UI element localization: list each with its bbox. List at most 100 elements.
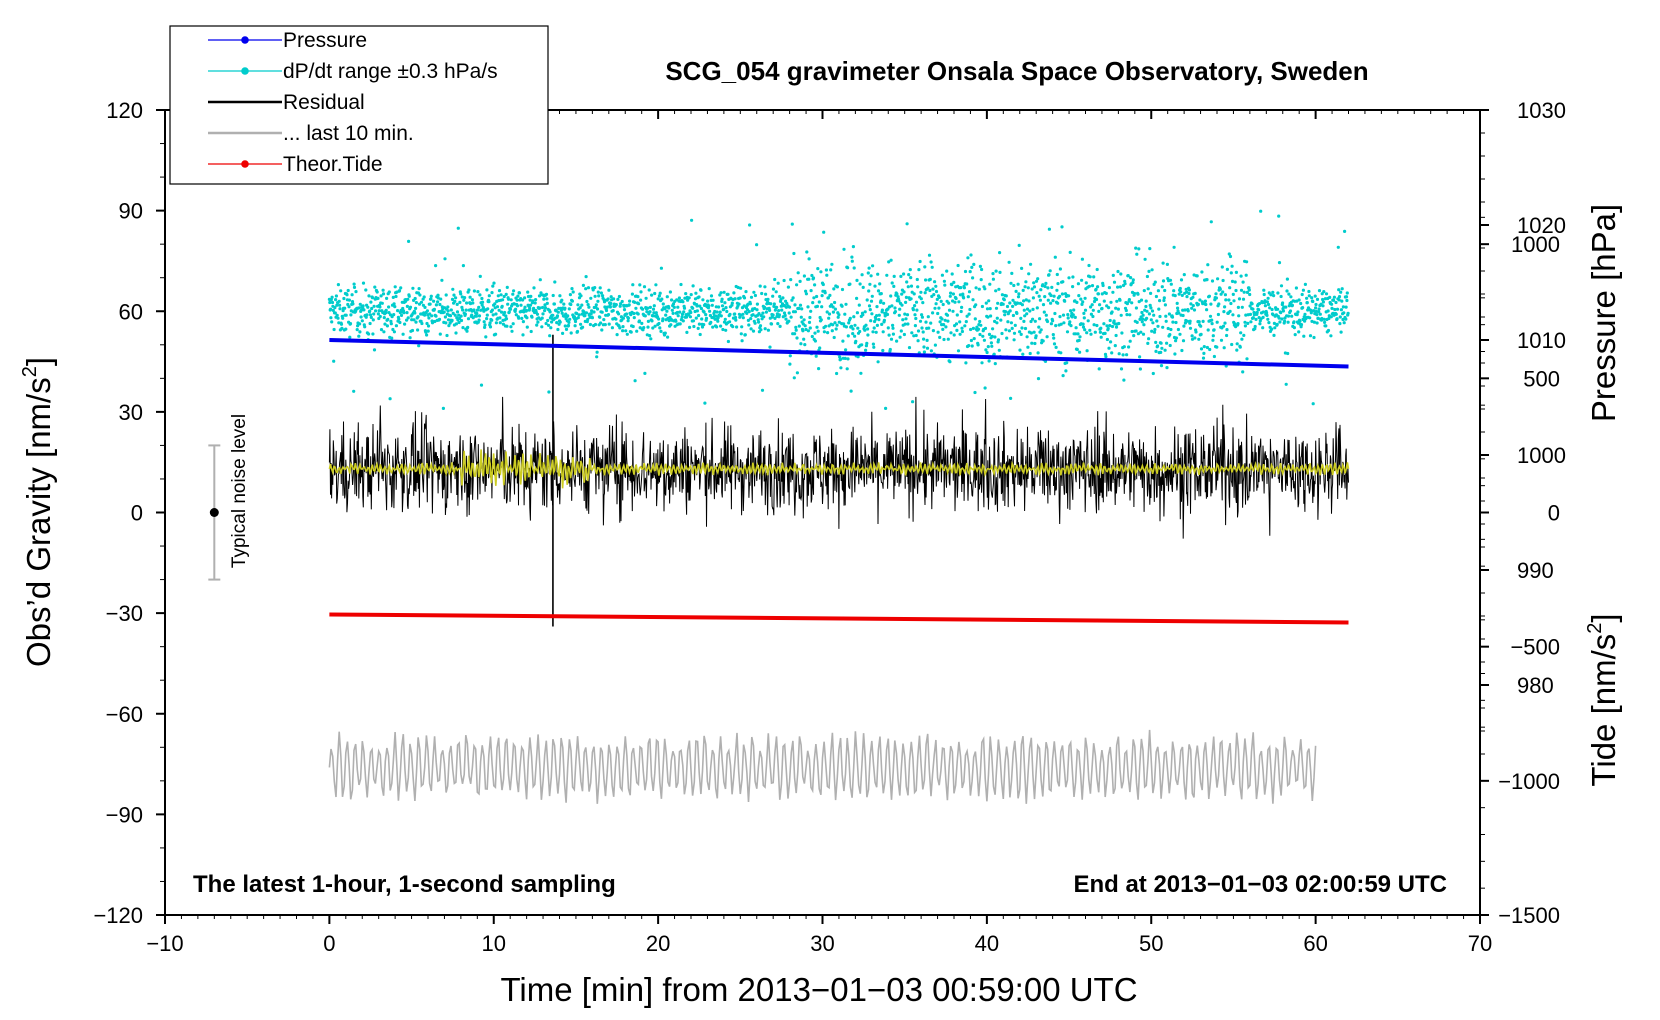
dpdt-point — [684, 292, 688, 296]
dpdt-point — [958, 293, 963, 297]
dpdt-point — [948, 360, 952, 364]
dpdt-point — [432, 307, 436, 311]
dpdt-point — [706, 299, 710, 303]
dpdt-point — [1286, 351, 1290, 356]
dpdt-point — [910, 331, 914, 335]
dpdt-point — [1326, 309, 1330, 313]
dpdt-point — [749, 317, 753, 321]
dpdt-point — [1143, 257, 1147, 261]
dpdt-point — [651, 314, 655, 318]
dpdt-point — [937, 295, 941, 299]
last-10-min-line — [328, 729, 1317, 804]
dpdt-point — [1025, 312, 1029, 316]
dpdt-point — [844, 348, 848, 352]
dpdt-point — [1337, 288, 1341, 292]
dpdt-point — [369, 300, 373, 304]
dpdt-point — [1248, 292, 1252, 297]
dpdt-point — [920, 326, 924, 330]
dpdt-point — [397, 289, 402, 293]
dpdt-point — [933, 280, 937, 284]
dpdt-point — [434, 314, 438, 318]
dpdt-point — [793, 332, 797, 336]
dpdt-point — [758, 284, 762, 288]
dpdt-point — [972, 337, 976, 341]
dpdt-point — [1134, 329, 1138, 333]
dpdt-point — [1121, 353, 1125, 357]
dpdt-point — [1049, 322, 1053, 326]
dpdt-point — [599, 321, 603, 325]
dpdt-point — [927, 326, 931, 330]
dpdt-point — [976, 327, 981, 331]
dpdt-point — [861, 313, 865, 317]
dpdt-point — [1007, 329, 1012, 333]
dpdt-point — [953, 300, 957, 304]
dpdt-point — [1109, 340, 1113, 344]
dpdt-point — [1290, 314, 1294, 318]
dpdt-point — [870, 312, 874, 316]
dpdt-point — [951, 309, 955, 313]
dpdt-point — [1107, 346, 1111, 350]
dpdt-point — [1225, 333, 1229, 338]
dpdt-point — [833, 321, 837, 325]
dpdt-point — [1168, 278, 1173, 282]
dpdt-point — [498, 316, 502, 320]
dpdt-point — [902, 332, 907, 337]
dpdt-point — [606, 297, 610, 301]
dpdt-point — [667, 306, 671, 310]
dpdt-point — [1178, 286, 1182, 291]
dpdt-point — [388, 397, 392, 401]
dpdt-point — [1166, 326, 1170, 331]
dpdt-point — [1009, 281, 1013, 285]
dpdt-point — [485, 313, 489, 317]
dpdt-point — [855, 296, 859, 300]
dpdt-point — [934, 284, 938, 288]
dpdt-point — [1269, 293, 1273, 297]
dpdt-point — [846, 334, 850, 338]
dpdt-point — [376, 312, 380, 316]
dpdt-point — [843, 356, 847, 360]
dpdt-point — [998, 270, 1002, 274]
dpdt-point — [480, 303, 484, 307]
dpdt-point — [877, 313, 881, 317]
dpdt-point — [1141, 332, 1146, 336]
dpdt-point — [983, 326, 988, 330]
dpdt-point — [702, 310, 706, 314]
dpdt-point — [1053, 311, 1057, 316]
dpdt-point — [1043, 284, 1047, 289]
dpdt-point — [586, 317, 590, 322]
dpdt-point — [824, 268, 829, 272]
dpdt-point — [960, 326, 964, 330]
y-tick-label: 60 — [119, 299, 143, 324]
dpdt-point — [1310, 296, 1314, 300]
dpdt-point — [909, 284, 914, 288]
dpdt-point — [1182, 273, 1186, 277]
dpdt-point — [726, 339, 731, 344]
dpdt-point — [490, 318, 494, 322]
dpdt-point — [694, 291, 698, 295]
dpdt-point — [813, 283, 817, 287]
dpdt-point — [651, 307, 656, 311]
axis-layer: −10 0 10 20 30 40 50 60 701209060300−30−60−90−12… — [93, 98, 1566, 956]
dpdt-point — [1075, 300, 1079, 304]
dpdt-point — [941, 302, 945, 307]
dpdt-point — [510, 329, 514, 333]
legend-label: ... last 10 min. — [283, 122, 414, 145]
dpdt-point — [1168, 333, 1172, 337]
x-tick-label: 50 — [1139, 931, 1163, 956]
dpdt-point — [381, 292, 386, 296]
dpdt-point — [837, 313, 841, 317]
dpdt-point — [465, 301, 469, 305]
dpdt-point — [1290, 303, 1294, 307]
dpdt-point — [597, 294, 601, 298]
dpdt-point — [643, 371, 647, 375]
dpdt-point — [576, 303, 580, 307]
dpdt-point — [583, 314, 587, 318]
dpdt-point — [330, 295, 334, 299]
dpdt-point — [890, 281, 894, 285]
dpdt-point — [596, 290, 600, 294]
dpdt-point — [1157, 307, 1161, 311]
dpdt-point — [949, 331, 953, 335]
dpdt-point — [1190, 334, 1194, 338]
dpdt-point — [446, 318, 451, 322]
dpdt-point — [1045, 335, 1049, 339]
